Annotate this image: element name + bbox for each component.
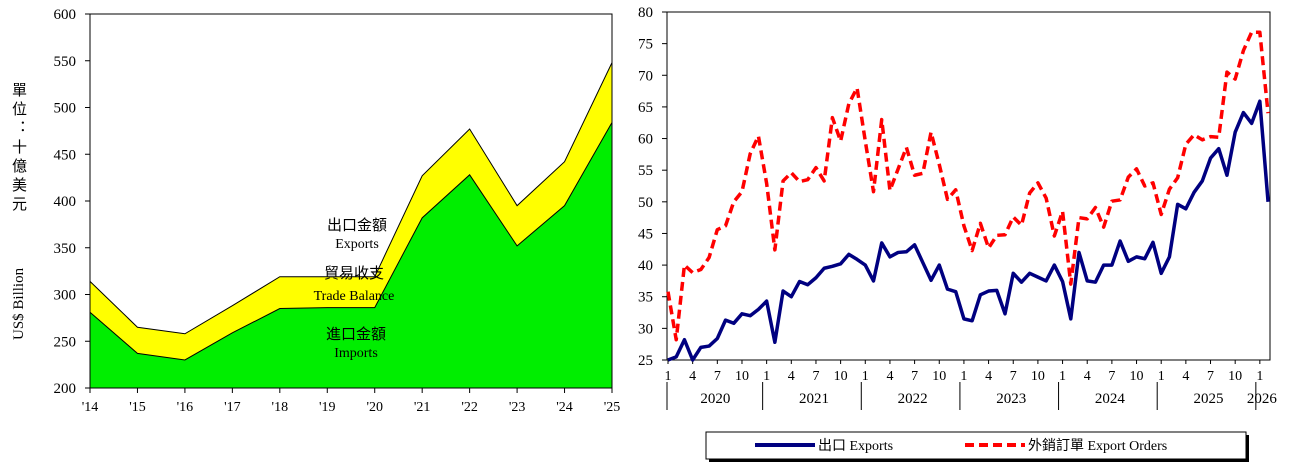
y-tick-label: 450 — [54, 147, 77, 163]
x-month-label: 4 — [985, 369, 992, 384]
x-month-label: 10 — [735, 369, 749, 384]
x-month-label: 1 — [1256, 369, 1263, 384]
y-tick-label: 45 — [638, 226, 653, 242]
x-tick-label: '18 — [272, 400, 289, 415]
trade-area-chart: 200 250 300 350 400 450 500 550 600 '14 '15 '16 '17… — [10, 7, 620, 415]
year-label: 2024 — [1095, 391, 1126, 407]
x-tick-label: '21 — [414, 400, 431, 415]
left-y-tick-labels: 200 250 300 350 400 450 500 550 600 — [54, 7, 77, 397]
y-tick-label: 40 — [638, 258, 653, 274]
x-month-label: 4 — [689, 369, 696, 384]
x-tick-label: '20 — [366, 400, 383, 415]
imports-area — [90, 122, 612, 389]
x-month-label: 4 — [1084, 369, 1091, 384]
x-month-label: 7 — [812, 369, 819, 384]
y-axis-label: US$ Billion — [11, 267, 27, 340]
y-axis-unit-label-cjk: 單位：十億美元 — [10, 82, 27, 215]
imports-annotation-en: Imports — [334, 346, 378, 361]
x-tick-label: '14 — [82, 400, 99, 415]
x-month-label: 10 — [1031, 369, 1045, 384]
y-tick-label: 200 — [54, 381, 77, 397]
y-tick-label: 50 — [638, 195, 653, 211]
y-tick-label: 300 — [54, 288, 77, 304]
plot-frame — [666, 11, 1271, 361]
y-tick-label: 75 — [638, 37, 653, 53]
y-tick-label: 600 — [54, 7, 77, 23]
exports-annotation-zh: 出口金額 — [327, 217, 387, 234]
x-tick-label: '24 — [556, 400, 573, 415]
exports-line — [667, 99, 1270, 362]
x-tick-label: '15 — [129, 400, 146, 415]
year-label: 2021 — [799, 391, 829, 407]
x-month-label: 1 — [665, 369, 672, 384]
x-month-label: 1 — [763, 369, 770, 384]
y-tick-label: 25 — [638, 353, 653, 369]
x-month-label: 1 — [862, 369, 869, 384]
x-tick-label: '16 — [177, 400, 194, 415]
imports-annotation-zh: 進口金額 — [326, 326, 386, 343]
right-chart-axes — [662, 11, 1271, 410]
year-label: 2025 — [1194, 391, 1224, 407]
left-chart-axes — [85, 13, 613, 393]
balance-annotation-en: Trade Balance — [314, 289, 395, 304]
x-month-label: 1 — [960, 369, 967, 384]
right-y-tick-labels: 25 30 35 40 45 50 55 60 65 70 75 80 — [638, 5, 653, 369]
x-month-label: 7 — [714, 369, 721, 384]
x-tick-label: '22 — [461, 400, 478, 415]
x-month-label: 7 — [1010, 369, 1017, 384]
x-tick-label: '19 — [319, 400, 336, 415]
year-label: 2023 — [996, 391, 1026, 407]
y-tick-label: 80 — [638, 5, 653, 21]
y-tick-label: 55 — [638, 163, 653, 179]
y-tick-label: 35 — [638, 290, 653, 306]
x-tick-label: '17 — [224, 400, 241, 415]
trade-balance-area — [90, 62, 612, 360]
monthly-line-chart: 25 30 35 40 45 50 55 60 65 70 75 80 1 4 7 10 1 4 7 10 1 4 7 10… — [638, 5, 1277, 462]
legend-label-export-orders: 外銷訂單 Export Orders — [1028, 438, 1167, 454]
x-tick-label: '23 — [509, 400, 526, 415]
x-tick-label: '25 — [604, 400, 621, 415]
x-month-label: 4 — [788, 369, 795, 384]
y-tick-label: 65 — [638, 100, 653, 116]
x-month-label: 4 — [1182, 369, 1189, 384]
exports-outline — [89, 62, 613, 335]
x-month-label: 7 — [1207, 369, 1214, 384]
x-month-label: 7 — [1108, 369, 1115, 384]
area-outlines — [89, 62, 613, 361]
x-month-label: 4 — [886, 369, 893, 384]
export-orders-line — [666, 30, 1270, 342]
x-month-label: 10 — [932, 369, 946, 384]
year-label: 2026 — [1247, 391, 1278, 407]
legend: 出口 Exports 外銷訂單 Export Orders — [705, 431, 1249, 462]
x-month-label: 10 — [834, 369, 848, 384]
exports-annotation-en: Exports — [335, 237, 379, 252]
x-month-label: 7 — [911, 369, 918, 384]
x-month-label: 1 — [1059, 369, 1066, 384]
y-tick-label: 400 — [54, 194, 77, 210]
year-label: 2022 — [898, 391, 928, 407]
year-label: 2020 — [700, 391, 730, 407]
y-tick-label: 60 — [638, 132, 653, 148]
x-month-label: 10 — [1228, 369, 1242, 384]
imports-outline — [89, 122, 613, 361]
area-layers — [90, 62, 612, 389]
y-tick-label: 70 — [638, 68, 653, 84]
y-tick-label: 500 — [54, 101, 77, 117]
y-tick-label: 30 — [638, 321, 653, 337]
series-lines — [666, 30, 1270, 362]
y-tick-label: 550 — [54, 54, 77, 70]
left-x-tick-labels: '14 '15 '16 '17 '18 '19 '20 '21 '22 '23 '24 '25 — [82, 400, 621, 415]
balance-annotation-zh: 貿易收支 — [324, 265, 384, 282]
x-month-label: 1 — [1158, 369, 1165, 384]
y-tick-label: 250 — [54, 334, 77, 350]
x-month-label: 10 — [1130, 369, 1144, 384]
right-x-month-labels: 1 4 7 10 1 4 7 10 1 4 7 10 1 4 7 10 1 4 7 10 1 4 7 10 1 — [665, 369, 1264, 384]
y-tick-label: 350 — [54, 241, 77, 257]
legend-label-exports: 出口 Exports — [818, 438, 893, 454]
right-x-year-labels: 2020 2021 2022 2023 2024 2025 2026 — [700, 391, 1277, 407]
